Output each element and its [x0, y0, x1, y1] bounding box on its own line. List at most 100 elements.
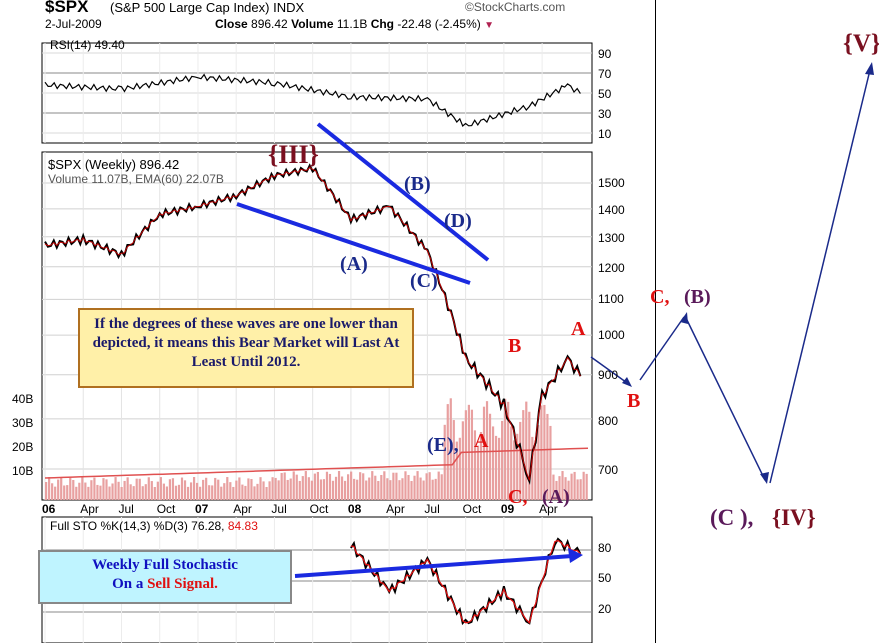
- volume-bar: [69, 477, 72, 500]
- volume-bar: [102, 478, 105, 500]
- volume-bar: [443, 424, 446, 500]
- volume-bar: [84, 482, 87, 500]
- volume-bar: [504, 398, 507, 500]
- volume-bar: [491, 426, 495, 500]
- volume-bar: [350, 471, 353, 500]
- sto-note-line1: Weekly Full Stochastic: [92, 557, 238, 573]
- volume-tick-20b: 20B: [12, 440, 34, 454]
- sto-divergence-arrow: [294, 554, 573, 578]
- proj-c-label: C,: [650, 286, 670, 308]
- sto-legend-text: Full STO %K(14,3) %D(3) 76.28,: [50, 519, 225, 533]
- volume-bar: [180, 477, 184, 500]
- volume-bar: [392, 472, 395, 500]
- volume-bar: [413, 475, 416, 500]
- volume-bar: [177, 484, 181, 500]
- volume-bar: [307, 477, 310, 500]
- x-tick-label: Apr: [233, 502, 252, 516]
- volume-tick-10b: 10B: [12, 464, 34, 478]
- volume-bar: [410, 480, 413, 500]
- volume-bar: [268, 481, 271, 500]
- volume-bar: [108, 486, 111, 500]
- x-tick-label: 08: [347, 502, 362, 516]
- volume-bar: [138, 478, 141, 500]
- symbol: $SPX: [45, 0, 89, 16]
- volume-bar: [516, 433, 519, 500]
- volume-bar: [51, 483, 54, 500]
- lower-trendline: [236, 202, 471, 285]
- x-tick-label: Apr: [386, 502, 405, 516]
- volume-bar: [362, 473, 365, 500]
- x-tick-label: Oct: [309, 502, 329, 516]
- proj-b-label: B: [627, 390, 641, 412]
- price-tick-700: 700: [598, 463, 619, 477]
- volume-bar: [250, 479, 253, 500]
- volume-bar: [476, 445, 480, 500]
- volume-bar: [66, 485, 69, 500]
- wave-c-red-label: C,: [508, 486, 528, 508]
- volume-bar: [205, 477, 208, 500]
- volume-bar: [528, 411, 531, 500]
- volume-bar: [546, 413, 549, 500]
- volume-bar: [404, 471, 407, 500]
- volume-bar: [96, 484, 99, 500]
- volume-bar: [75, 486, 78, 500]
- volume-bar: [398, 480, 401, 500]
- x-tick-label: Jul: [424, 502, 440, 516]
- sto-tick-50: 50: [598, 571, 612, 585]
- volume-bar: [446, 404, 449, 500]
- volume-bar: [123, 480, 126, 500]
- volume-bar: [407, 474, 410, 500]
- volume-bar: [340, 476, 344, 500]
- volume-bar: [313, 473, 316, 500]
- volume-bar: [253, 486, 256, 500]
- volume-bar: [259, 477, 262, 500]
- price-tick-1300: 1300: [598, 231, 625, 245]
- volume-bar: [567, 480, 570, 500]
- volume-value: 11.1B: [336, 17, 368, 31]
- wave-b-red-label: B: [508, 335, 522, 357]
- volume-bar: [337, 471, 341, 500]
- wave-a-top-red-label: A: [571, 318, 586, 340]
- volume-bar: [93, 477, 96, 500]
- volume-bar: [277, 480, 280, 500]
- volume-bar: [328, 473, 332, 500]
- volume-bar: [141, 486, 144, 500]
- volume-bar: [280, 472, 283, 500]
- volume-bar: [159, 477, 162, 500]
- sto-legend: Full STO %K(14,3) %D(3) 76.28, 84.83: [50, 519, 258, 533]
- volume-bar: [334, 476, 338, 500]
- proj-c-paren-label: (C ),: [710, 505, 754, 530]
- volume-bar: [171, 478, 175, 500]
- sto-note-red: Sell Signal.: [147, 576, 218, 592]
- volume-bar: [552, 474, 555, 500]
- volume-bar: [147, 477, 150, 500]
- x-tick-label: 07: [194, 502, 209, 516]
- volume-bar: [576, 479, 579, 500]
- x-tick-label: Apr: [539, 502, 558, 516]
- volume-bar: [60, 478, 63, 500]
- rsi-tick-90: 90: [598, 47, 612, 61]
- proj-iv-label: {IV}: [772, 505, 816, 530]
- volume-bar: [461, 421, 464, 500]
- x-tick-label: Jul: [118, 502, 134, 516]
- volume-bar: [389, 480, 392, 500]
- volume-bar: [564, 477, 567, 500]
- volume-bar: [365, 480, 368, 500]
- volume-bar: [174, 485, 178, 500]
- volume-bar: [90, 480, 93, 500]
- proj-v-label: {V}: [843, 30, 879, 57]
- volume-bar: [377, 480, 380, 500]
- volume-bar: [189, 482, 193, 500]
- volume-bar: [81, 477, 84, 500]
- rsi-tick-70: 70: [598, 67, 612, 81]
- projection-path: [590, 69, 871, 484]
- volume-bar: [534, 444, 537, 500]
- sto-d-line: [350, 539, 581, 624]
- volume-bar: [455, 441, 458, 500]
- volume-bar: [105, 479, 108, 500]
- volume-bar: [347, 474, 350, 500]
- volume-bar: [319, 479, 323, 500]
- volume-bar: [331, 480, 335, 500]
- volume-bar: [295, 474, 298, 500]
- volume-bar: [531, 436, 534, 500]
